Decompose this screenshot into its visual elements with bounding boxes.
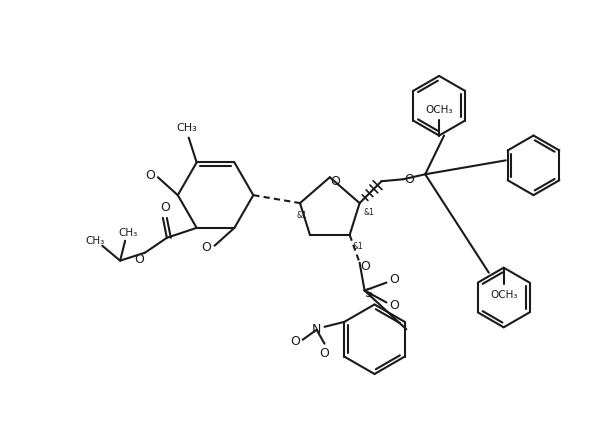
- Text: O: O: [134, 253, 144, 266]
- Text: &1: &1: [352, 243, 363, 251]
- Text: OCH₃: OCH₃: [425, 105, 453, 114]
- Text: &1: &1: [296, 211, 307, 219]
- Text: S: S: [364, 287, 373, 300]
- Text: CH₃: CH₃: [86, 236, 105, 246]
- Text: &1: &1: [363, 208, 374, 217]
- Text: O: O: [160, 201, 170, 215]
- Text: O: O: [389, 273, 400, 286]
- Text: O: O: [361, 260, 371, 273]
- Text: O: O: [389, 299, 400, 312]
- Text: O: O: [290, 335, 299, 348]
- Text: CH₃: CH₃: [176, 123, 197, 133]
- Text: O: O: [330, 175, 340, 188]
- Text: O: O: [202, 241, 212, 254]
- Text: O: O: [145, 169, 155, 182]
- Text: OCH₃: OCH₃: [490, 290, 517, 299]
- Text: N: N: [312, 323, 321, 336]
- Text: O: O: [320, 347, 329, 360]
- Text: CH₃: CH₃: [118, 228, 138, 238]
- Text: O: O: [404, 173, 414, 186]
